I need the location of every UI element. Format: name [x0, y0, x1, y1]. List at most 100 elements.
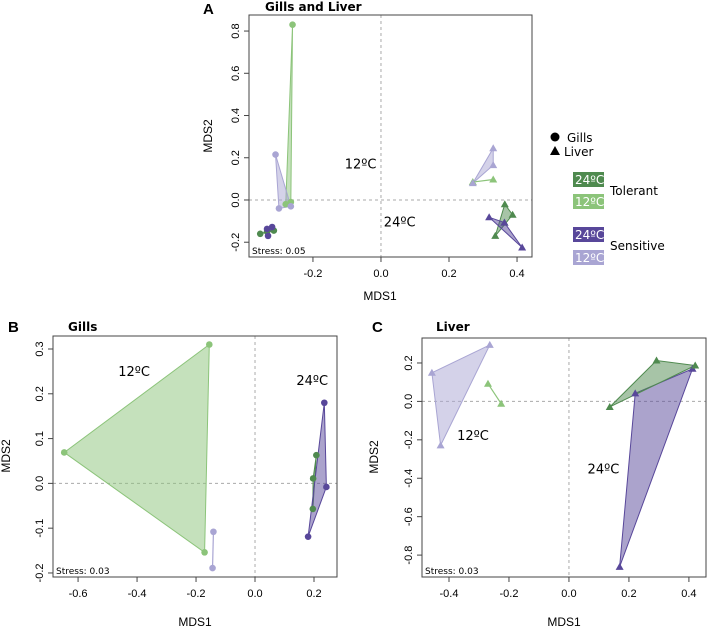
x-tick-label: -0.2 — [499, 588, 518, 600]
y-axis-label: MDS2 — [201, 119, 215, 153]
temperature-annotation: 12ºC — [457, 429, 489, 444]
legend-tolerant-label: Tolerant — [609, 184, 658, 198]
y-tick-label: 0.4 — [230, 108, 242, 123]
data-point-tolerant_24 — [491, 231, 500, 239]
y-tick-label: 0.3 — [34, 341, 46, 356]
stress-label: Stress: 0.05 — [252, 247, 306, 257]
y-axis-label: MDS2 — [367, 440, 381, 474]
y-tick-label: 0.6 — [230, 66, 242, 81]
y-tick-label: -0.2 — [403, 430, 415, 449]
legend-liver-label: Liver — [564, 145, 594, 159]
legend-sensitive-24-label: 24ºC — [575, 228, 604, 242]
data-point-sensitive_12 — [489, 161, 498, 169]
y-axis-label: MDS2 — [0, 439, 13, 473]
data-point-sensitive_24 — [631, 389, 640, 397]
data-point-sensitive_24 — [263, 225, 271, 233]
legend-tolerant-12-label: 12ºC — [575, 195, 604, 209]
legend-tolerant-12-swatch — [573, 194, 604, 209]
data-point-tolerant_24 — [313, 451, 320, 459]
legend-gills-icon — [550, 132, 560, 142]
x-tick-label: 0.4 — [681, 588, 696, 600]
temperature-annotation: 12ºC — [118, 365, 150, 380]
hull-tolerant_24 — [609, 359, 697, 408]
x-tick-label: -0.4 — [440, 588, 459, 600]
hull-tolerant_12 — [63, 343, 210, 554]
data-point-sensitive_12 — [436, 441, 445, 449]
temperature-annotation: 12ºC — [345, 157, 377, 172]
temperature-annotation: 24ºC — [296, 374, 328, 389]
x-tick-label: -0.2 — [303, 268, 322, 280]
x-tick-label: 0.0 — [247, 588, 262, 600]
panel-title: Liver — [436, 320, 470, 334]
data-point-sensitive_12 — [287, 203, 295, 210]
y-tick-label: 0.2 — [230, 150, 242, 165]
panel-c: C Liver 12ºC 24ºC Stress: 0.03 -0.4 -0.2 0.0 0.2… — [367, 319, 707, 629]
data-point-sensitive_12 — [209, 564, 216, 572]
x-axis-label: MDS1 — [178, 615, 212, 629]
legend-liver-icon — [550, 146, 560, 155]
y-tick-label: 0.2 — [403, 355, 415, 370]
data-point-sensitive_12 — [489, 144, 498, 152]
data-point-tolerant_12 — [497, 399, 506, 407]
data-point-tolerant_12 — [489, 175, 498, 183]
x-tick-label: 0.0 — [561, 588, 576, 600]
data-point-sensitive_12 — [272, 151, 279, 158]
x-tick-label: -0.4 — [128, 588, 147, 600]
panel-letter: A — [203, 1, 214, 18]
y-tick-label: 0.0 — [34, 476, 46, 491]
data-point-tolerant_12 — [483, 379, 492, 387]
temperature-annotation: 24ºC — [588, 462, 620, 477]
x-tick-label: 0.2 — [621, 588, 636, 600]
hull-sensitive_24 — [488, 216, 523, 248]
data-point-tolerant_24 — [309, 505, 317, 513]
data-point-tolerant_12 — [289, 21, 296, 29]
y-tick-label: 0.8 — [230, 23, 242, 38]
hull-tolerant_12 — [285, 24, 294, 205]
y-tick-label: -0.8 — [403, 546, 415, 565]
data-point-tolerant_24 — [605, 402, 614, 410]
data-point-sensitive_12 — [468, 179, 477, 187]
hull-sensitive_12 — [472, 146, 494, 184]
legend-gills-label: Gills — [567, 131, 593, 145]
data-point-sensitive_24 — [485, 213, 494, 221]
data-point-tolerant_24 — [500, 200, 509, 208]
data-point-sensitive_24 — [615, 562, 624, 570]
legend-tolerant-24-swatch — [573, 172, 604, 187]
y-tick-label: 0.0 — [403, 394, 415, 409]
data-point-tolerant_24 — [508, 210, 517, 218]
panel-a: A Gills and Liver 12ºC 24ºC Stress: 0.05 -0.2… — [201, 0, 533, 303]
legend-sensitive-24-swatch — [573, 227, 604, 242]
hull-sensitive_24 — [619, 367, 694, 567]
data-point-tolerant_12 — [201, 549, 208, 556]
data-point-sensitive_24 — [321, 399, 328, 407]
x-tick-label: 0.2 — [306, 588, 321, 600]
data-point-sensitive_24 — [304, 533, 312, 540]
data-point-tolerant_12 — [206, 341, 213, 348]
legend-sensitive-12-label: 12ºC — [575, 251, 604, 265]
data-point-sensitive_24 — [323, 483, 330, 491]
x-tick-label: 0.0 — [373, 268, 388, 280]
stress-label: Stress: 0.03 — [425, 567, 479, 577]
panel-letter: B — [8, 319, 19, 336]
data-point-sensitive_24 — [518, 243, 527, 251]
hull-sensitive_12 — [431, 343, 491, 448]
hull-sensitive_24 — [307, 402, 327, 537]
y-tick-label: -0.2 — [34, 563, 46, 582]
panel-letter: C — [372, 319, 383, 336]
x-tick-label: 0.4 — [509, 268, 524, 280]
legend-sensitive-label: Sensitive — [610, 239, 665, 253]
y-tick-label: 0.2 — [34, 386, 46, 401]
data-point-sensitive_24 — [268, 223, 276, 231]
x-tick-label: -0.6 — [69, 588, 88, 600]
x-axis-label: MDS1 — [547, 615, 581, 629]
data-point-tolerant_12 — [60, 449, 68, 456]
data-point-sensitive_12 — [427, 368, 436, 376]
data-point-sensitive_24 — [500, 218, 509, 226]
data-point-sensitive_12 — [275, 205, 283, 212]
stress-label: Stress: 0.03 — [56, 567, 110, 577]
data-point-sensitive_24 — [264, 232, 272, 240]
hull-sensitive_12 — [211, 531, 215, 569]
hull-tolerant_12 — [472, 178, 494, 183]
legend-tolerant-24-label: 24ºC — [575, 173, 604, 187]
temperature-annotation: 24ºC — [384, 215, 416, 230]
